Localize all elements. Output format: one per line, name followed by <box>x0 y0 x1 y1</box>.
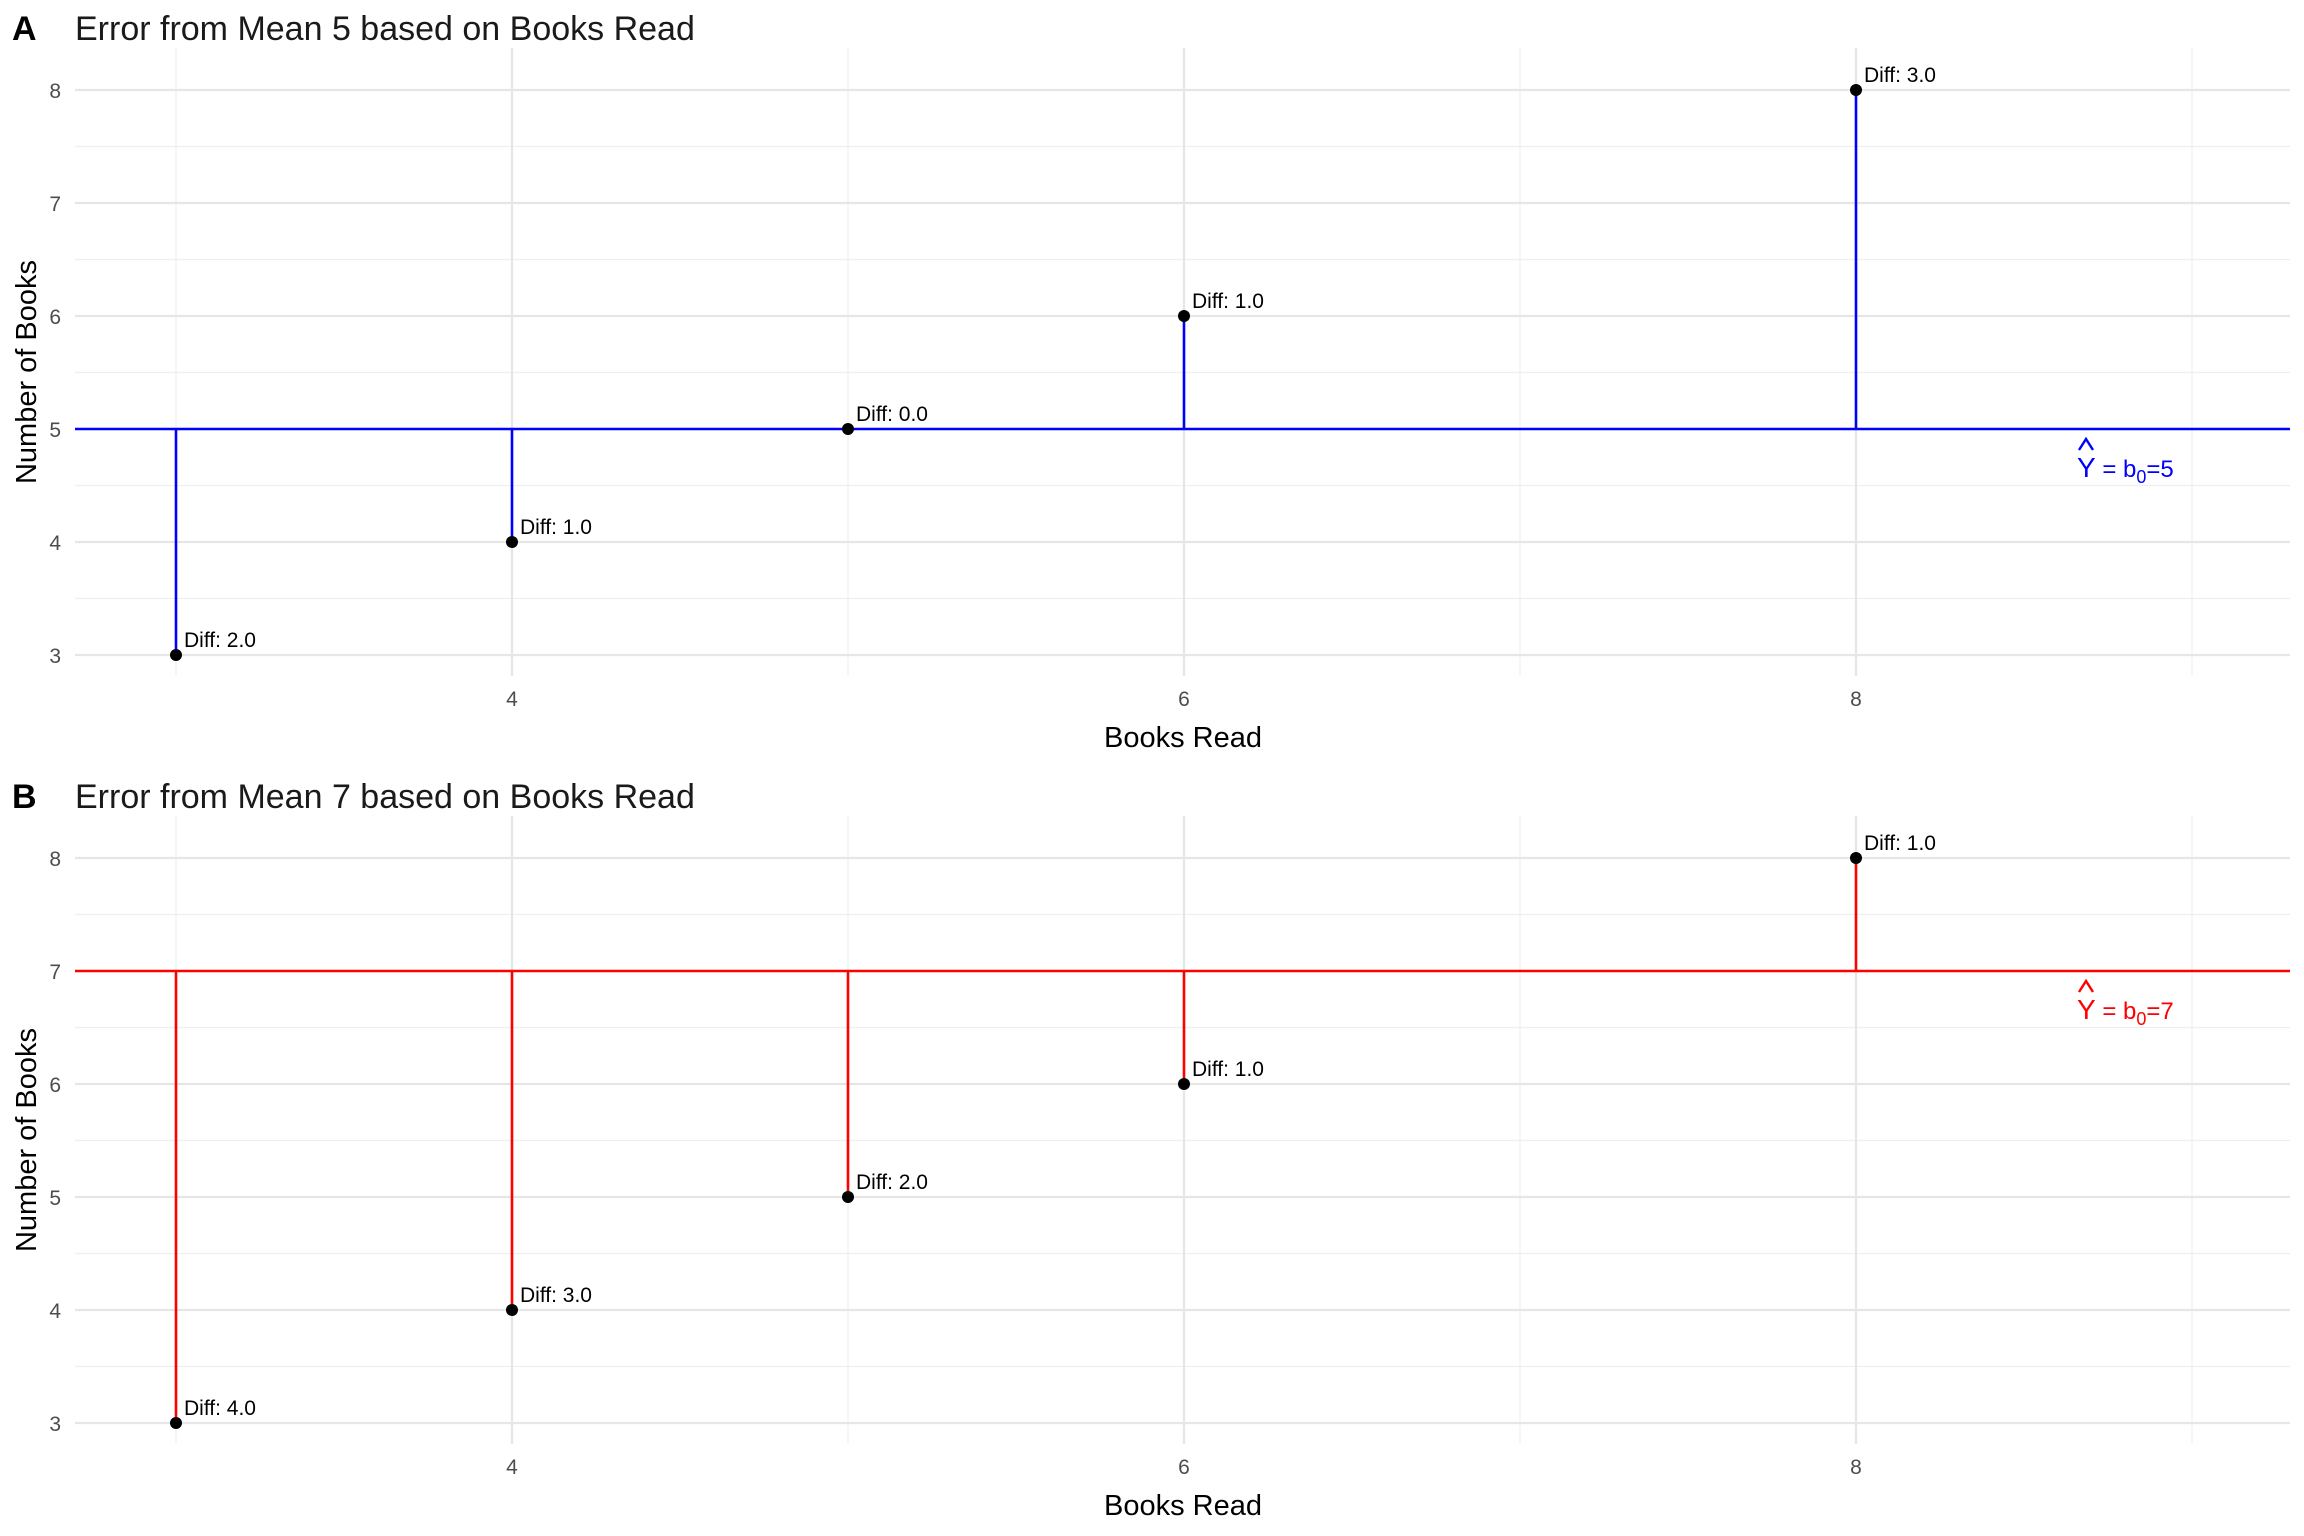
mean-annotation: Y = b0=7 <box>2077 994 2174 1029</box>
diff-label: Diff: 3.0 <box>1864 64 1936 87</box>
panel-b-tag: B <box>12 778 37 816</box>
y-tick-label: 3 <box>49 1413 61 1436</box>
y-tick-label: 8 <box>49 80 61 103</box>
panel-b-title: Error from Mean 7 based on Books Read <box>75 778 695 816</box>
panel-a: A Error from Mean 5 based on Books Read … <box>11 10 2290 754</box>
panel-a-title: Error from Mean 5 based on Books Read <box>75 10 695 48</box>
diff-label: Diff: 0.0 <box>856 403 928 426</box>
panel-b-plot: 3 4 5 6 7 8 4 6 8 Diff: 4.0 Diff: 3.0 Diff: 2.0 Diff… <box>49 816 2290 1479</box>
panel-a-plot: 3 4 5 6 7 8 4 6 8 Diff: 2.0 Diff: 1.0 Diff: 0.0 Diff… <box>49 48 2290 711</box>
panel-b: B Error from Mean 7 based on Books Read … <box>11 778 2290 1522</box>
data-point <box>842 1191 854 1203</box>
hat-icon <box>2077 978 2095 993</box>
panel-b-y-axis-title: Number of Books <box>11 1028 43 1252</box>
diff-label: Diff: 2.0 <box>856 1171 928 1194</box>
panel-a-x-axis-title: Books Read <box>1104 722 1262 754</box>
y-tick-label: 6 <box>49 1074 61 1097</box>
data-point <box>506 1304 518 1316</box>
x-tick-label: 4 <box>506 1456 518 1479</box>
x-tick-label: 8 <box>1850 1456 1862 1479</box>
y-tick-label: 3 <box>49 645 61 668</box>
diff-label: Diff: 2.0 <box>184 629 256 652</box>
y-tick-label: 4 <box>49 1300 61 1323</box>
data-point <box>842 423 854 435</box>
diff-label: Diff: 1.0 <box>1192 1058 1264 1081</box>
y-tick-label: 8 <box>49 848 61 871</box>
y-tick-label: 5 <box>49 419 61 442</box>
y-tick-label: 7 <box>49 193 61 216</box>
diff-label: Diff: 3.0 <box>520 1284 592 1307</box>
diff-label: Diff: 1.0 <box>520 516 592 539</box>
x-tick-label: 6 <box>1178 1456 1190 1479</box>
x-tick-label: 4 <box>506 688 518 711</box>
data-point <box>170 1417 182 1429</box>
x-tick-label: 8 <box>1850 688 1862 711</box>
y-tick-label: 7 <box>49 961 61 984</box>
data-point <box>170 649 182 661</box>
data-point <box>1850 852 1862 864</box>
y-tick-label: 6 <box>49 306 61 329</box>
diff-label: Diff: 1.0 <box>1192 290 1264 313</box>
gridlines-major <box>75 816 2290 1444</box>
diff-label: Diff: 1.0 <box>1864 832 1936 855</box>
data-point <box>1850 84 1862 96</box>
panel-a-tag: A <box>12 10 37 48</box>
y-tick-label: 4 <box>49 532 61 555</box>
gridlines-minor <box>75 816 2290 1444</box>
hat-icon <box>2077 436 2095 451</box>
gridlines-minor <box>75 48 2290 676</box>
data-point <box>1178 1078 1190 1090</box>
y-tick-label: 5 <box>49 1187 61 1210</box>
mean-annotation: Y = b0=5 <box>2077 452 2174 487</box>
panel-a-y-axis-title: Number of Books <box>11 260 43 484</box>
gridlines-major <box>75 48 2290 676</box>
diff-label: Diff: 4.0 <box>184 1397 256 1420</box>
x-tick-label: 6 <box>1178 688 1190 711</box>
data-point <box>1178 310 1190 322</box>
data-point <box>506 536 518 548</box>
panel-b-x-axis-title: Books Read <box>1104 1490 1262 1522</box>
